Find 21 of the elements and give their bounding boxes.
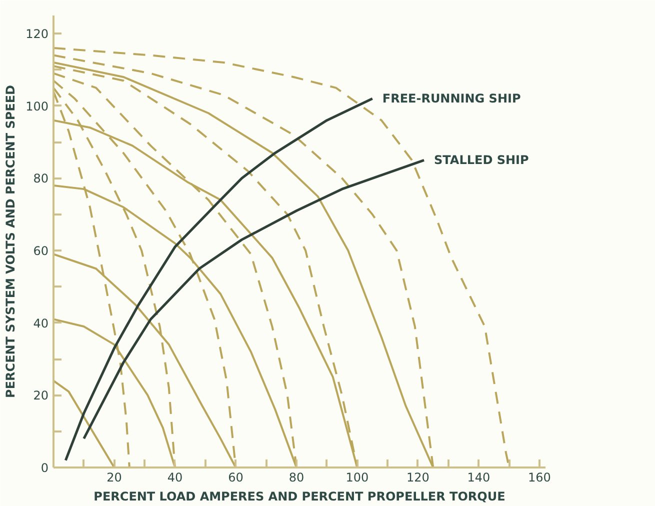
line-series xyxy=(54,380,116,468)
x-tick-label: 140 xyxy=(467,470,490,484)
y-tick-label: 80 xyxy=(33,172,49,186)
x-tick-label: 100 xyxy=(346,470,369,484)
x-tick-label: 120 xyxy=(406,470,430,484)
y-tick-label: 20 xyxy=(33,388,49,403)
x-tick-label: 20 xyxy=(106,470,122,484)
x-tick-label: 60 xyxy=(228,470,244,484)
x-axis-title: PERCENT LOAD AMPERES AND PERCENT PROPELLER TORQUE xyxy=(94,490,506,504)
x-tick-label: 80 xyxy=(288,470,304,484)
y-tick-label: 0 xyxy=(40,461,49,475)
series-label: FREE-RUNNING SHIP xyxy=(382,92,521,106)
y-tick-label: 100 xyxy=(26,99,48,114)
series-label: STALLED SHIP xyxy=(434,153,529,168)
line-series xyxy=(82,158,426,440)
y-tick-label: 60 xyxy=(33,244,49,258)
x-tick-label: 40 xyxy=(167,470,183,484)
y-axis-title: PERCENT SYSTEM VOLTS AND PERCENT SPEED xyxy=(4,84,18,398)
y-tick-label: 120 xyxy=(26,27,48,42)
x-tick-label: 160 xyxy=(528,470,551,484)
y-tick-label: 40 xyxy=(33,316,49,330)
